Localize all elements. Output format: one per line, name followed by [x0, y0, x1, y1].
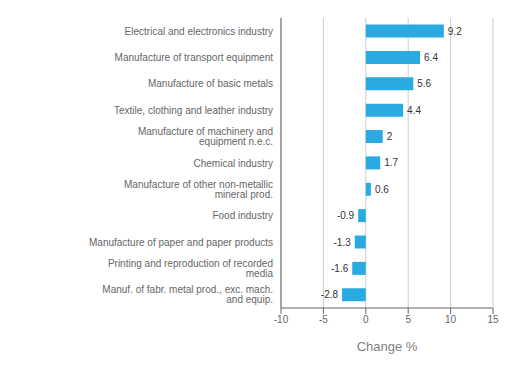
svg-text:4.4: 4.4 — [407, 105, 421, 116]
svg-text:0: 0 — [363, 314, 369, 325]
svg-text:6.4: 6.4 — [424, 52, 438, 63]
svg-text:Food industry: Food industry — [212, 210, 273, 221]
svg-text:Textile, clothing and leather: Textile, clothing and leather industry — [114, 105, 273, 116]
svg-text:15: 15 — [487, 314, 499, 325]
svg-text:Manuf. of fabr. metal prod., e: Manuf. of fabr. metal prod., exc. mach.a… — [102, 284, 273, 305]
svg-text:-10: -10 — [274, 314, 289, 325]
svg-text:Change %: Change % — [357, 339, 418, 354]
svg-text:Chemical industry: Chemical industry — [194, 158, 273, 169]
svg-text:10: 10 — [445, 314, 457, 325]
svg-text:-0.9: -0.9 — [337, 210, 355, 221]
svg-text:0.6: 0.6 — [375, 184, 389, 195]
svg-text:Manufacture of other non-metal: Manufacture of other non-metallicmineral… — [124, 179, 273, 200]
svg-text:-1.6: -1.6 — [331, 263, 349, 274]
svg-text:5: 5 — [405, 314, 411, 325]
svg-text:-5: -5 — [319, 314, 328, 325]
svg-text:Electrical and electronics ind: Electrical and electronics industry — [125, 26, 273, 37]
svg-text:Printing and reproduction of r: Printing and reproduction of recordedmed… — [108, 258, 274, 279]
svg-text:Manufacture of paper and paper: Manufacture of paper and paper products — [89, 237, 273, 248]
svg-text:2: 2 — [387, 131, 393, 142]
svg-text:5.6: 5.6 — [417, 78, 431, 89]
svg-text:-1.3: -1.3 — [334, 237, 352, 248]
svg-text:Manufacture of transport equip: Manufacture of transport equipment — [115, 52, 274, 63]
svg-text:-2.8: -2.8 — [321, 289, 339, 300]
svg-text:1.7: 1.7 — [384, 157, 398, 168]
svg-text:Manufacture of basic metals: Manufacture of basic metals — [148, 78, 273, 89]
svg-text:Manufacture of machinery andeq: Manufacture of machinery andequipment n.… — [138, 126, 273, 147]
svg-text:9.2: 9.2 — [448, 26, 462, 37]
